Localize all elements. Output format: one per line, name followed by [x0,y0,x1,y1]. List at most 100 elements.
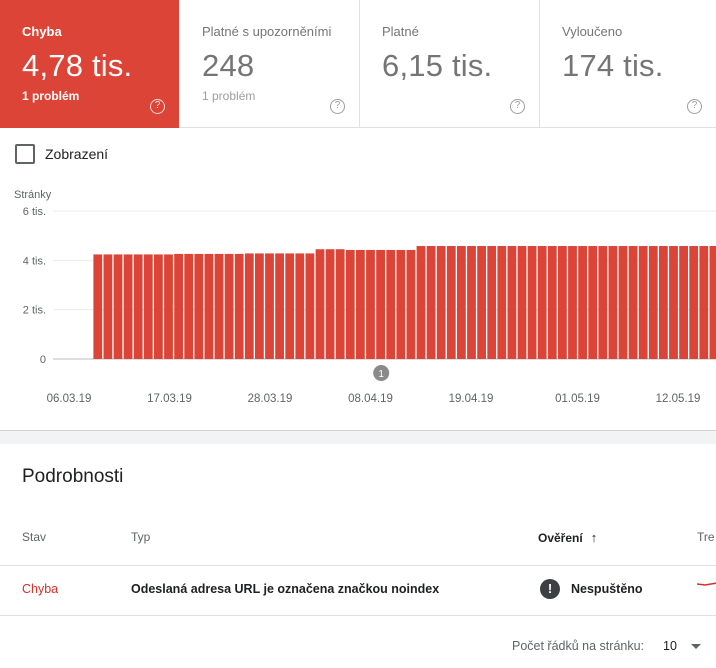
chart-bar [174,253,183,359]
chart-bar [123,254,133,359]
x-tick-label: 12.05.19 [656,393,701,405]
chart-bar [224,253,234,359]
chart-bar [406,249,416,359]
chart-bar [345,249,355,359]
row-type: Odeslaná adresa URL je označena značkou … [131,582,440,596]
trend-sparkline [697,582,716,586]
x-tick-label: 28.03.19 [248,393,293,405]
chart-bar [396,249,406,359]
sort-arrow-up-icon: ↑ [590,530,598,545]
chart-bar [669,246,678,359]
chart-bar [628,246,638,359]
details-title: Podrobnosti [22,466,124,487]
chart-bar [446,246,456,359]
caret-down-icon[interactable] [690,643,701,649]
chart-bar [285,253,295,359]
y-tick-label: 4 tis. [23,255,46,267]
y-axis-label: Stránky [14,189,52,201]
chart-bar [244,253,254,359]
exclamation-icon: ! [540,579,560,599]
column-type[interactable]: Typ [131,530,151,544]
chart-bar [709,246,716,359]
tile-valid-value: 6,15 tis. [382,48,493,83]
y-tick-label: 6 tis. [23,206,46,218]
chart-bar [638,246,648,359]
tile-valid[interactable]: Platné 6,15 tis. ? [360,0,539,128]
chart-bar [143,254,153,359]
chart-bar [325,249,335,359]
chart-bar [194,253,204,359]
chart-bar [588,246,598,359]
help-icon[interactable]: ? [330,99,345,114]
chart-bar [578,246,587,359]
chart-bar [517,246,527,359]
tile-valid-warnings-value: 248 [202,48,255,83]
chart-bar [275,253,284,359]
chart-bar [133,254,143,359]
chart-bar [295,253,305,359]
tile-excluded[interactable]: Vyloučeno 174 tis. ? [540,0,716,128]
x-tick-label: 01.05.19 [555,393,600,405]
view-toggle[interactable]: Zobrazení [15,144,108,164]
chart-bar [184,253,194,359]
tile-excluded-label: Vyloučeno [562,24,623,39]
chart-bar [608,246,618,359]
column-status[interactable]: Stav [22,530,47,544]
annotation-marker [373,365,390,381]
tile-divider [539,0,540,128]
chart-bar [568,246,577,359]
chart-bar [113,254,123,359]
row-validation: ! Nespuštěno [540,579,643,599]
row-status: Chyba [22,582,59,596]
chart-bar [457,246,466,359]
chart-bar [255,253,264,359]
chart-bar [659,246,668,359]
chart-bar [507,246,517,359]
chart-bar [699,246,709,359]
table-row[interactable]: Chyba Odeslaná adresa URL je označena zn… [0,566,716,616]
chart-bar [487,246,497,359]
rows-per-page-value[interactable]: 10 [663,639,677,653]
chart-bar [335,249,345,359]
chart-bar [416,246,426,359]
chart-bar [467,246,476,359]
y-tick-label: 0 [40,354,46,366]
tile-error[interactable]: Chyba 4,78 tis. 1 problém ? [0,0,179,128]
chart-bar [154,254,163,359]
row-validation-text: Nespuštěno [571,582,643,596]
chart-bar [598,246,608,359]
chart-bar [497,246,507,359]
rows-per-page: Počet řádků na stránku: 10 [512,636,701,656]
column-trend[interactable]: Tre [697,530,715,544]
chart-bar [689,246,699,359]
chart-bar [93,254,103,359]
tile-error-sub: 1 problém [22,89,80,103]
chart-bar [214,253,224,359]
column-validation-label: Ověření [538,531,583,545]
chart-bar [204,253,214,359]
help-icon[interactable]: ? [150,99,165,114]
chart-bar [558,246,567,359]
tile-divider [359,0,360,128]
tile-valid-warnings-label: Platné s upozorněními [202,24,332,39]
chart-bar [477,246,486,359]
chart-bar [426,246,436,359]
annotation-label: 1 [378,369,384,380]
view-checkbox[interactable] [15,144,35,164]
x-tick-label: 17.03.19 [147,393,192,405]
x-tick-label: 08.04.19 [348,393,393,405]
chart-bar [103,254,113,359]
chart-bar [366,249,375,359]
tile-valid-warnings[interactable]: Platné s upozorněními 248 1 problém ? [180,0,359,128]
view-toggle-label: Zobrazení [45,146,109,162]
column-validation[interactable]: Ověření ↑ [538,530,597,545]
chart-bar [164,254,173,359]
help-icon[interactable]: ? [687,99,702,114]
chart-bar [315,249,325,359]
x-tick-label: 19.04.19 [449,393,494,405]
chart-bar [618,246,628,359]
pages-bar-chart: Stránky 6 tis. 4 tis. 2 tis. 0 1 06.03.19 17.03… [14,189,716,405]
chart-bar [679,246,688,359]
help-icon[interactable]: ? [510,99,525,114]
chart-bar [234,253,244,359]
